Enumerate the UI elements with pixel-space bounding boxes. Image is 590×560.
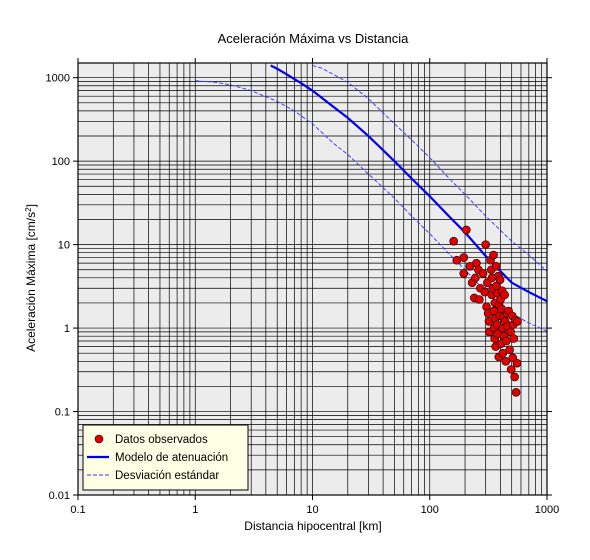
data-point [502,336,511,346]
chart-title: Aceleración Máxima vs Distancia [218,31,410,46]
data-point [513,317,522,326]
x-tick-label: 10 [306,504,318,516]
y-axis-label-sup: 2 [24,207,33,212]
x-axis-label: Distancia hipocentral [km] [244,519,381,533]
x-tick-label: 0.1 [70,504,85,516]
data-point [498,348,508,358]
data-point [459,269,469,278]
y-axis-label: Aceleración Máxima [cm/s2] [24,204,39,352]
legend-label: Modelo de atenuación [115,452,228,464]
legend-label: Datos observados [115,434,208,446]
data-point [449,236,458,246]
data-point [509,334,519,343]
data-point [462,225,471,235]
y-tick-label: 1 [64,323,70,335]
data-point [471,273,480,283]
y-tick-label: 10 [58,240,70,252]
data-point [489,250,498,260]
data-point [505,345,514,355]
legend-box [82,424,249,491]
y-tick-label: 100 [52,156,70,168]
data-point [495,275,505,284]
data-points [449,225,522,397]
data-point [500,290,509,300]
y-tick-label: 0.1 [55,407,70,419]
data-point [459,253,469,262]
x-tick-label: 1 [192,504,198,516]
y-axis-label-main: Aceleración Máxima [cm/s [24,212,38,352]
data-point [510,372,519,382]
tick-marks [73,58,552,500]
data-point [491,261,501,271]
y-tick-label: 1000 [46,73,70,85]
data-point [475,295,484,304]
data-point [478,269,488,278]
legend-marker-points [94,434,104,444]
y-axis-label-end: ] [24,204,38,207]
stddev-upper-line [312,65,547,272]
legend: Datos observados Modelo de atenuación Desv… [82,424,249,491]
data-point [481,240,490,249]
data-point [511,388,521,397]
data-point [501,356,511,366]
x-tick-label: 100 [421,504,439,516]
y-tick-label: 0.01 [49,490,70,502]
grid-lines [77,63,547,496]
data-point [506,365,516,374]
x-tick-label: 1000 [535,504,559,516]
data-point [512,358,522,368]
legend-label: Desviación estándar [115,470,219,482]
